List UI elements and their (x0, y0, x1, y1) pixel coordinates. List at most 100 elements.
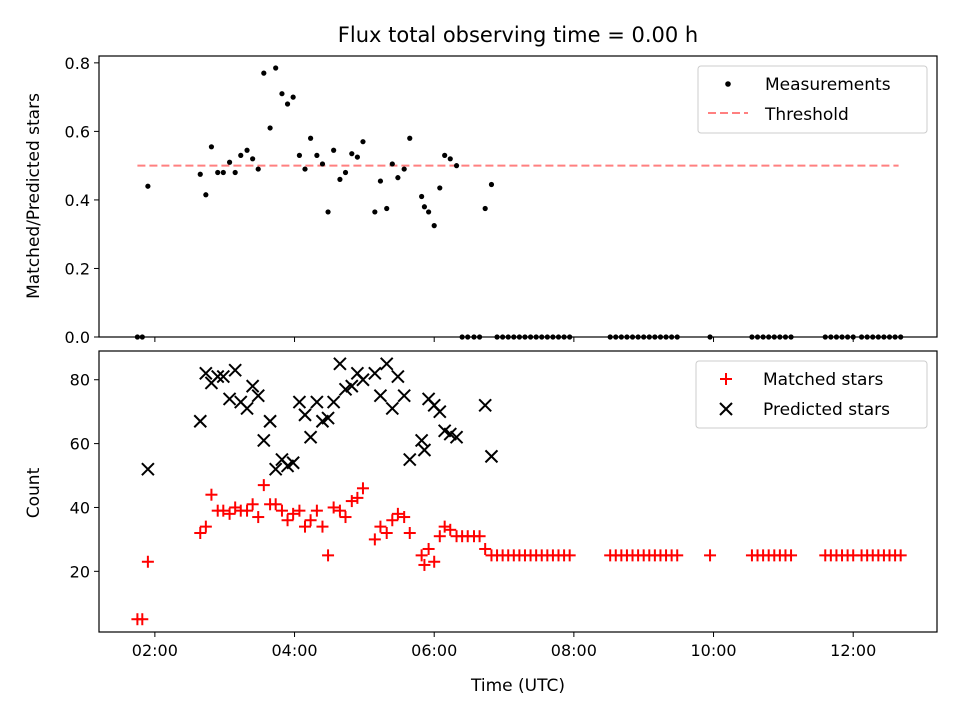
matched-star-point (304, 514, 317, 527)
measurement-point (261, 70, 267, 76)
matched-star-point (316, 520, 329, 533)
measurement-point (349, 151, 355, 157)
legend-measurements-marker (725, 81, 731, 87)
matched-star-point (894, 549, 907, 562)
predicted-star-point (286, 456, 300, 470)
bottom-y-tick-label: 40 (70, 498, 90, 517)
matched-star-point (241, 504, 254, 517)
matched-star-point (275, 504, 288, 517)
bottom-axes-frame (98, 350, 938, 633)
matched-star-point (310, 504, 323, 517)
matched-star-point (327, 501, 340, 514)
legend-matched-label: Matched stars (763, 370, 883, 390)
measurement-point (279, 91, 285, 97)
x-axis-label: Time (UTC) (470, 676, 565, 696)
predicted-star-point (193, 414, 207, 428)
measurement-point (431, 223, 437, 229)
measurement-point (401, 166, 407, 172)
predicted-star-point (391, 369, 405, 384)
predicted-star-point (310, 395, 324, 409)
measurement-point (325, 209, 331, 215)
predicted-star-point (251, 388, 265, 403)
matched-star-point (473, 530, 486, 543)
matched-star-point (281, 514, 294, 527)
matched-star-point (257, 479, 270, 492)
measurement-point (337, 176, 343, 182)
bottom-y-tick-label: 80 (70, 371, 90, 390)
matched-star-point (136, 613, 149, 626)
x-tick-label: 12:00 (830, 641, 876, 660)
matched-star-point (293, 504, 306, 517)
predicted-star-point (417, 443, 432, 457)
measurement-point (255, 166, 261, 172)
predicted-star-point (303, 430, 318, 444)
measurement-point (290, 94, 296, 100)
matched-star-point (403, 527, 416, 540)
matched-star-point (444, 523, 457, 536)
predicted-star-point (222, 392, 237, 406)
predicted-star-point (414, 433, 429, 448)
matched-star-point (479, 542, 492, 555)
measurement-point (354, 154, 360, 160)
legend-matched-marker (720, 373, 732, 385)
measurement-point (482, 205, 488, 212)
legend-predicted-label: Predicted stars (763, 400, 890, 420)
measurement-point (331, 147, 337, 153)
measurement-point (314, 152, 320, 158)
top-y-tick-label: 0.4 (65, 191, 90, 210)
top-axis-ticks: 0.0 0.2 0.4 0.6 0.8 (65, 54, 854, 347)
matched-star-point (217, 504, 230, 517)
measurement-point (145, 183, 151, 189)
matched-star-point (704, 549, 717, 562)
bottom-y-tick-label: 60 (70, 435, 90, 454)
matched-star-point (386, 514, 399, 527)
predicted-star-point (478, 398, 492, 412)
top-axes-frame (98, 55, 938, 338)
matched-star-point (785, 549, 798, 562)
x-tick-label: 06:00 (411, 641, 457, 660)
measurement-point (407, 135, 413, 141)
matched-star-point (205, 488, 218, 501)
measurement-point (395, 175, 401, 181)
matched-star-point (398, 511, 411, 524)
measurement-point (419, 193, 425, 200)
x-tick-label: 10:00 (690, 641, 736, 660)
matched-star-point (287, 507, 300, 520)
chart-title: Flux total observing time = 0.00 h (338, 23, 698, 47)
matched-star-point (415, 549, 428, 562)
measurement-point (360, 139, 366, 145)
matched-star-point (269, 498, 282, 511)
measurement-point (447, 156, 453, 162)
matched-star-point (322, 549, 335, 562)
measurement-point (389, 161, 395, 167)
x-tick-label: 02:00 (132, 641, 178, 660)
bottom-legend: Matched stars Predicted stars (695, 360, 928, 429)
predicted-star-point (356, 373, 370, 387)
measurement-point (250, 156, 256, 162)
predicted-star-point (245, 379, 260, 393)
measurement-point (307, 135, 314, 141)
top-y-tick-label: 0.0 (65, 328, 90, 347)
measurement-point (319, 161, 326, 167)
measurement-point (197, 171, 203, 177)
matched-star-point (246, 498, 259, 511)
predicted-star-point (385, 401, 400, 416)
predicted-star-point (321, 411, 335, 425)
predicted-star-point (403, 452, 417, 467)
matched-star-point (194, 527, 207, 540)
measurement-point (238, 152, 244, 158)
predicted-star-point (216, 369, 231, 384)
measurement-point (226, 159, 233, 165)
measurement-point (220, 169, 226, 176)
measurement-point (421, 204, 428, 210)
matched-star-point (563, 549, 576, 562)
legend-threshold-label: Threshold (764, 105, 849, 125)
measurement-point (273, 65, 279, 71)
predicted-star-point (211, 369, 225, 384)
legend-predicted-marker (719, 402, 733, 416)
matched-star-point (671, 549, 684, 562)
matched-star-point (252, 511, 265, 524)
predicted-star-point (257, 433, 271, 448)
predicted-star-point (268, 462, 283, 476)
predicted-star-point (433, 404, 447, 419)
